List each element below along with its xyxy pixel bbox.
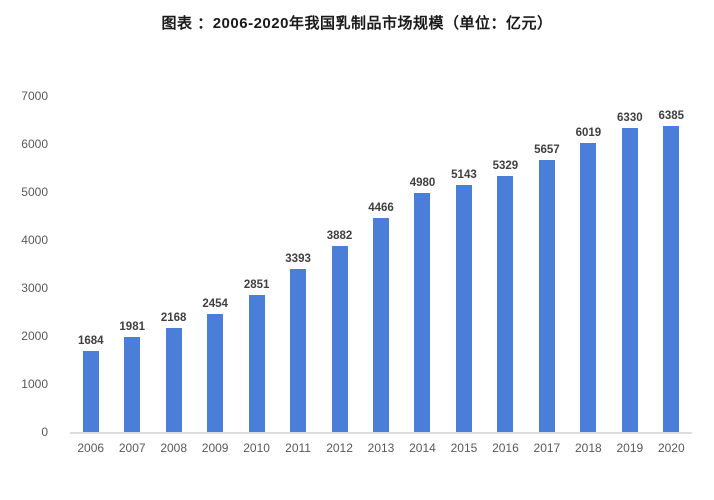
- bar: [663, 125, 680, 432]
- bar: [455, 185, 472, 432]
- y-tick-label: 3000: [21, 281, 48, 295]
- y-tick-label: 4000: [21, 233, 48, 247]
- bar: [414, 192, 431, 432]
- bar-column: 4980: [402, 96, 443, 432]
- bar-value-label: 5329: [492, 160, 519, 173]
- bar-column: 5329: [485, 96, 526, 432]
- bar: [165, 327, 182, 432]
- bar-column: 2851: [236, 96, 277, 432]
- y-tick-label: 0: [41, 425, 48, 439]
- x-tick-label: 2018: [575, 441, 602, 455]
- bar-column: 6330: [609, 96, 650, 432]
- chart-title: 图表 ：2006-2020年我国乳制品市场规模（单位：亿元）: [161, 15, 553, 32]
- x-tick-label: 2008: [160, 441, 188, 455]
- y-tick-label: 1000: [21, 377, 48, 391]
- y-tick-label: 5000: [21, 185, 48, 199]
- x-tick-label: 2015: [450, 441, 478, 455]
- bar: [124, 336, 141, 432]
- bar-value-label: 5143: [451, 169, 477, 182]
- bar-value-label: 6019: [575, 127, 602, 140]
- x-tick-label: 2020: [657, 441, 685, 455]
- bar-value-label: 5657: [534, 144, 560, 157]
- bar: [538, 160, 555, 432]
- x-tick-label: 2009: [201, 441, 229, 455]
- bar-value-label: 2168: [160, 311, 187, 324]
- bar-value-label: 1981: [119, 320, 145, 333]
- bar-column: 6385: [651, 96, 692, 432]
- y-tick-label: 2000: [21, 329, 48, 343]
- bar: [580, 143, 597, 432]
- bar-column: 4466: [360, 96, 401, 432]
- bar: [248, 295, 265, 432]
- bar-series: 1684 1981 2168 2454 2851 3393 3882 4466 4980 5143…: [70, 96, 692, 432]
- bar-value-label: 6330: [617, 112, 643, 125]
- bar-column: 1981: [111, 96, 152, 432]
- bar: [82, 351, 99, 432]
- x-tick-label: 2019: [616, 441, 644, 455]
- bar-column: 2454: [194, 96, 235, 432]
- x-tick-label: 2007: [118, 441, 146, 455]
- bar-column: 3882: [319, 96, 360, 432]
- x-tick-label: 2011: [285, 441, 311, 455]
- x-tick-label: 2010: [243, 441, 270, 455]
- x-tick-label: 2012: [326, 441, 353, 455]
- bar-column: 3393: [277, 96, 318, 432]
- y-tick-label: 6000: [21, 137, 48, 151]
- x-tick-label: 2006: [77, 441, 105, 455]
- bar-column: 5143: [443, 96, 484, 432]
- bar-value-label: 3393: [285, 253, 311, 266]
- bar: [331, 245, 348, 432]
- bar-column: 6019: [568, 96, 609, 432]
- bar-value-label: 2851: [243, 279, 270, 292]
- plot-area: 1684 1981 2168 2454 2851 3393 3882 4466 4980 5143…: [70, 96, 692, 434]
- x-axis: 2006 2007 2008 2009 2010 2011 2012 2013 2014 2015…: [70, 441, 692, 455]
- x-tick-label: 2017: [533, 441, 561, 455]
- bar-value-label: 3882: [326, 229, 353, 242]
- bar-column: 5657: [526, 96, 567, 432]
- x-tick-label: 2014: [409, 441, 436, 455]
- bar-value-label: 4980: [409, 176, 436, 189]
- bar-value-label: 2454: [202, 298, 228, 311]
- bar-value-label: 4466: [368, 201, 394, 214]
- bar-value-label: 1684: [77, 335, 104, 348]
- bar-column: 2168: [153, 96, 194, 432]
- bar: [207, 314, 224, 432]
- bar-column: 1684: [70, 96, 111, 432]
- bar: [497, 176, 514, 432]
- x-tick-label: 2013: [367, 441, 395, 455]
- bar: [290, 269, 307, 432]
- bar: [621, 128, 638, 432]
- bar-value-label: 6385: [658, 109, 685, 122]
- y-tick-label: 7000: [21, 89, 48, 103]
- x-tick-label: 2016: [492, 441, 519, 455]
- y-axis: 0 1000 2000 3000 4000 5000 6000 7000: [0, 89, 58, 439]
- bar: [373, 217, 390, 432]
